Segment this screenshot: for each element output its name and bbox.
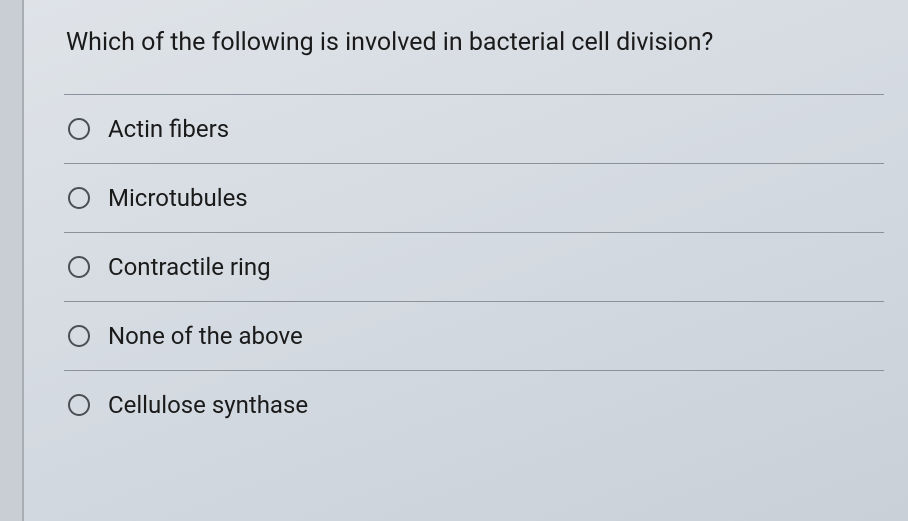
option-label: Actin fibers	[108, 115, 229, 143]
quiz-card: Which of the following is involved in ba…	[22, 0, 908, 521]
option-label: Cellulose synthase	[108, 391, 308, 419]
radio-icon[interactable]	[68, 394, 90, 416]
radio-icon[interactable]	[68, 256, 90, 278]
radio-icon[interactable]	[68, 118, 90, 140]
question-text: Which of the following is involved in ba…	[24, 0, 908, 94]
radio-icon[interactable]	[68, 187, 90, 209]
option-row[interactable]: Microtubules	[64, 163, 884, 232]
option-row[interactable]: Contractile ring	[64, 232, 884, 301]
options-list: Actin fibers Microtubules Contractile ri…	[24, 94, 908, 439]
option-row[interactable]: None of the above	[64, 301, 884, 370]
option-row[interactable]: Actin fibers	[64, 94, 884, 163]
option-label: Microtubules	[108, 184, 248, 212]
option-label: Contractile ring	[108, 253, 271, 281]
radio-icon[interactable]	[68, 325, 90, 347]
option-row[interactable]: Cellulose synthase	[64, 370, 884, 439]
option-label: None of the above	[108, 322, 303, 350]
